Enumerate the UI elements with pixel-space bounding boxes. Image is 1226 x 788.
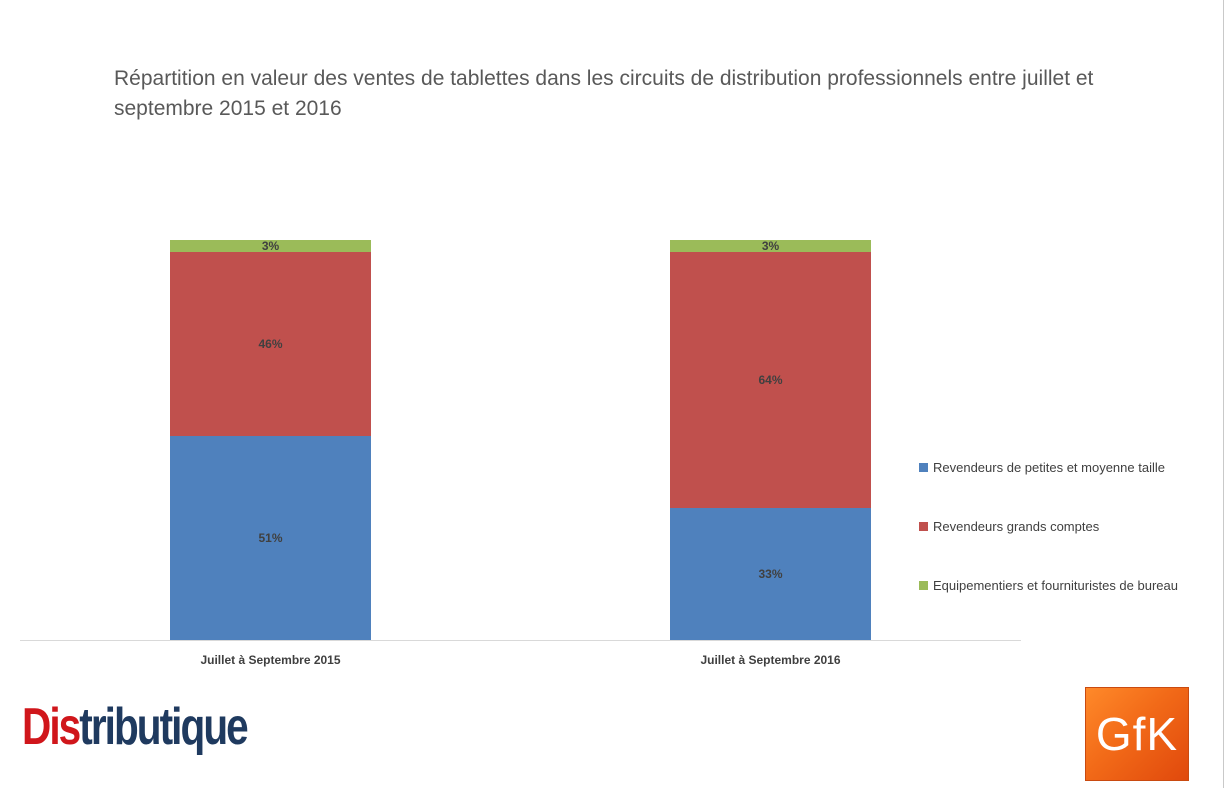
legend-label-office-suppliers: Equipementiers et fournituristes de bure… xyxy=(933,578,1178,593)
distributique-logo-red-part: Dis xyxy=(22,698,81,756)
bar-segment-1-3 xyxy=(170,240,371,252)
category-label-1: Juillet à Septembre 2015 xyxy=(200,653,340,667)
data-label-1-2: 46% xyxy=(258,337,282,351)
legend-label-small-resellers: Revendeurs de petites et moyenne taille xyxy=(933,460,1165,475)
data-label-1-1: 51% xyxy=(258,531,282,545)
data-label-1-3: 3% xyxy=(262,239,280,253)
bar-segment-1-1 xyxy=(170,436,371,640)
legend-swatch-small-resellers xyxy=(919,463,928,472)
page-edge-line xyxy=(1223,0,1224,788)
distributique-logo: Distributique xyxy=(22,697,249,757)
bar-segment-2-3 xyxy=(670,240,871,252)
gfk-logo: GfK xyxy=(1085,687,1189,781)
chart-plot: 51% 46% 3% Juillet à Septembre 2015 33% 64% 3%… xyxy=(20,239,1021,667)
distributique-logo-dark-part: tributique xyxy=(79,698,248,756)
bar-segment-2-1 xyxy=(670,508,871,640)
data-label-2-3: 3% xyxy=(762,239,780,253)
legend-label-key-accounts: Revendeurs grands comptes xyxy=(933,519,1100,534)
bar-segment-2-2 xyxy=(670,252,871,508)
gfk-logo-text: GfK xyxy=(1095,708,1179,760)
chart-title: Répartition en valeur des ventes de tabl… xyxy=(114,67,1094,120)
legend-item-key-accounts: Revendeurs grands comptes xyxy=(919,519,1099,534)
legend-item-small-resellers: Revendeurs de petites et moyenne taille xyxy=(919,460,1165,475)
legend-item-office-suppliers: Equipementiers et fournituristes de bure… xyxy=(919,578,1178,593)
data-label-2-1: 33% xyxy=(758,567,782,581)
legend-swatch-key-accounts xyxy=(919,522,928,531)
category-label-2: Juillet à Septembre 2016 xyxy=(700,653,840,667)
data-label-2-2: 64% xyxy=(758,373,782,387)
bar-segment-1-2 xyxy=(170,252,371,436)
legend-swatch-office-suppliers xyxy=(919,581,928,590)
